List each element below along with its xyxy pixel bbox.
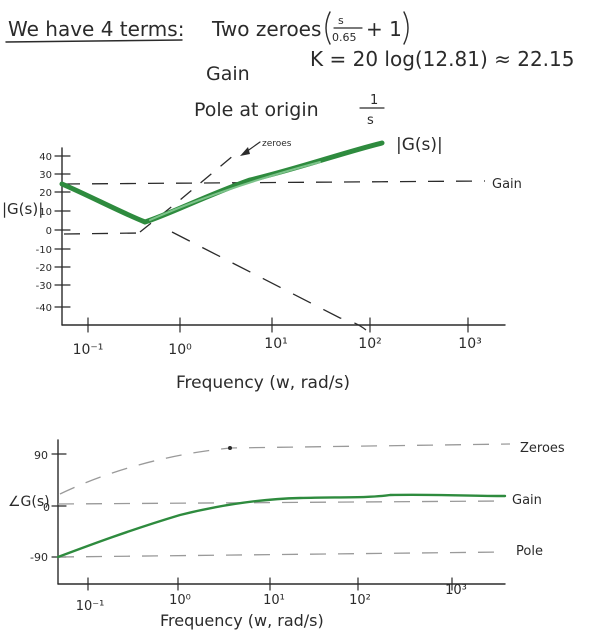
- magnitude-curve: [59, 140, 385, 225]
- x-tick-label: 10³: [458, 336, 481, 352]
- phase-pole-label: Pole: [516, 544, 543, 559]
- zero-paren-left: [325, 11, 331, 45]
- zeroes-arrowhead: [240, 147, 250, 156]
- y-tick-label: 30: [39, 170, 52, 181]
- phase-x-tick-label: 10⁻¹: [76, 599, 105, 614]
- intro-underline: [5, 39, 183, 43]
- magnitude-gain-label: Gain: [492, 177, 522, 192]
- gain-formula: K = 20 log(12.81) ≈ 22.15: [310, 47, 574, 71]
- pole-phase-asymptote: [57, 551, 506, 558]
- phase-zeroes-label: Zeroes: [520, 441, 565, 456]
- zeroes-phase-point: [228, 446, 232, 450]
- zeroes-phase-asymptote: [59, 443, 511, 495]
- zeroes-term: Two zeroes: [211, 17, 321, 41]
- phase-xlabel: Frequency (w, rad/s): [160, 611, 324, 630]
- pole-numerator: 1: [370, 93, 378, 108]
- phase-x-tick-label: 10⁰: [169, 593, 191, 608]
- zero-tail: + 1: [366, 17, 402, 41]
- y-tick-label: -30: [36, 281, 52, 292]
- y-tick-label: 0: [46, 226, 52, 237]
- phase-x-tick-label: 10³: [445, 583, 467, 598]
- magnitude-ylabel: |G(s)|: [2, 200, 43, 218]
- phase-curve: [56, 493, 507, 559]
- y-tick-label: 40: [39, 152, 52, 163]
- y-tick-label: 10: [39, 207, 52, 218]
- zero-denominator: 0.65: [332, 31, 357, 44]
- zeroes-label: zeroes: [262, 139, 292, 149]
- magnitude-x-ticks: 10⁻¹ 10⁰ 10¹ 10² 10³: [73, 317, 482, 358]
- y-tick-label: -10: [36, 245, 52, 256]
- pole-asymptote: [171, 231, 367, 331]
- phase-gain-label: Gain: [512, 493, 542, 508]
- intro-text: We have 4 terms:: [8, 17, 184, 41]
- x-tick-label: 10¹: [264, 336, 287, 352]
- gain-term: Gain: [206, 63, 250, 85]
- x-tick-label: 10⁰: [168, 342, 192, 358]
- magnitude-y-ticks: 40 30 20 10 0 -10 -20 -30 -40: [36, 152, 71, 314]
- magnitude-curve-label: |G(s)|: [396, 135, 443, 155]
- zero-db-asymptote: [63, 232, 141, 235]
- magnitude-curve-highlight: [149, 161, 321, 221]
- zero-numerator: s: [338, 14, 344, 27]
- phase-y-tick-label: 0: [43, 501, 50, 514]
- phase-x-tick-label: 10¹: [263, 593, 285, 608]
- y-tick-label: -20: [36, 263, 52, 274]
- y-tick-label: -40: [36, 303, 52, 314]
- zero-paren-right: [403, 11, 409, 45]
- x-tick-label: 10⁻¹: [73, 342, 104, 358]
- phase-y-tick-label: 90: [34, 449, 48, 462]
- pole-term: Pole at origin: [194, 99, 319, 121]
- x-tick-label: 10²: [358, 336, 381, 352]
- pole-denominator: s: [367, 113, 374, 128]
- phase-x-tick-label: 10²: [349, 593, 371, 608]
- gain-asymptote: [63, 180, 486, 185]
- magnitude-xlabel: Frequency (w, rad/s): [176, 373, 350, 393]
- phase-plot: ∠G(s) 90 0 -90 10⁻¹ 10⁰ 10¹ 10² 10³ Zero…: [8, 439, 565, 630]
- phase-ylabel: ∠G(s): [8, 494, 50, 510]
- gain-phase-asymptote: [57, 500, 506, 505]
- y-tick-label: 20: [39, 188, 52, 199]
- phase-y-tick-label: -90: [30, 551, 48, 564]
- header-notes: We have 4 terms: Two zeroes s 0.65 + 1 G…: [5, 11, 574, 128]
- magnitude-plot: |G(s)| 40 30 20 10 0 -10 -20 -30 -40: [2, 135, 522, 393]
